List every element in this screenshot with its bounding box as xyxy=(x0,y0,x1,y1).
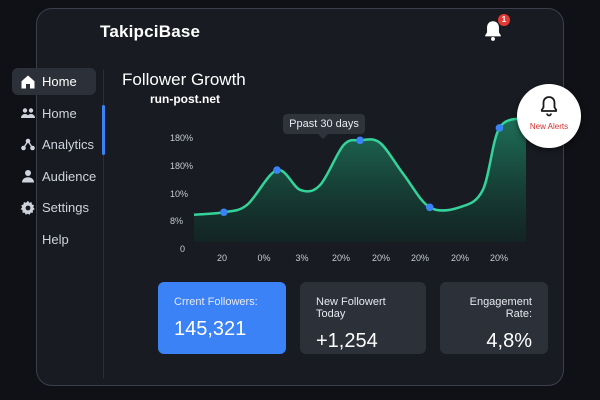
x-tick-label: 20% xyxy=(371,253,390,263)
stat-card-engagement-rate[interactable]: Engagement Rate: 4,8% xyxy=(440,282,548,354)
stat-label: New Followert Today xyxy=(316,296,386,320)
x-tick-label: 3% xyxy=(295,253,309,263)
x-tick-label: 20% xyxy=(331,253,350,263)
chart-data-point[interactable] xyxy=(425,203,434,212)
sidebar-item-audience[interactable]: Audience xyxy=(12,163,96,190)
x-tick-label: 20% xyxy=(450,253,469,263)
watermark-text: run-post.net xyxy=(150,92,220,106)
y-tick-label: 8% xyxy=(170,216,184,226)
chart-tooltip: Ppast 30 days xyxy=(283,114,365,134)
sidebar-nav: Home Home Analytics xyxy=(12,68,96,257)
chart-data-point[interactable] xyxy=(220,208,228,217)
new-alerts-label: New Alerts xyxy=(529,122,569,131)
stat-value: +1,254 xyxy=(316,330,378,352)
stat-value: 4,8% xyxy=(486,330,532,352)
stat-label: Crrent Followers: xyxy=(174,296,258,308)
app-brand: TakipciBase xyxy=(100,22,201,41)
sidebar-divider xyxy=(103,70,104,378)
y-tick-label: 180% xyxy=(170,161,194,171)
users-icon xyxy=(20,105,36,121)
sidebar-item-home[interactable]: Home xyxy=(12,68,96,95)
stat-label: Engagement Rate: xyxy=(469,296,532,320)
notification-count-badge: 1 xyxy=(498,14,510,26)
x-tick-label: 0% xyxy=(257,253,271,263)
analytics-icon xyxy=(20,137,36,153)
scroll-indicator[interactable] xyxy=(102,105,105,155)
stat-card-current-followers[interactable]: Crrent Followers: 145,321 xyxy=(158,282,286,354)
y-tick-label: 180% xyxy=(170,133,194,143)
sidebar-item-home-2[interactable]: Home xyxy=(12,100,96,127)
person-icon xyxy=(20,168,36,184)
sidebar-item-settings[interactable]: Settings xyxy=(12,194,96,221)
sidebar-item-label: Audience xyxy=(42,168,97,184)
notifications-bell-icon[interactable] xyxy=(480,18,506,44)
chart-data-point[interactable] xyxy=(356,136,364,145)
stat-value: 145,321 xyxy=(174,318,247,340)
tooltip-pointer xyxy=(318,134,328,139)
chart-data-point[interactable] xyxy=(495,124,504,132)
stat-card-new-followers[interactable]: New Followert Today +1,254 xyxy=(300,282,426,354)
sidebar-item-label: Help xyxy=(42,231,69,247)
home-icon xyxy=(20,74,36,90)
x-tick-label: 20 xyxy=(216,253,227,263)
sidebar-item-label: Settings xyxy=(42,200,89,215)
page-title: Follower Growth xyxy=(122,70,246,89)
new-alerts-button[interactable]: New Alerts xyxy=(517,84,581,148)
bell-icon xyxy=(537,94,561,118)
y-tick-label: 10% xyxy=(170,189,189,199)
x-tick-label: 20% xyxy=(410,253,429,263)
sidebar-item-label: Analytics xyxy=(42,137,95,152)
gear-icon xyxy=(20,200,36,216)
sidebar-item-analytics[interactable]: Analytics xyxy=(12,131,96,158)
sidebar-item-label: Home xyxy=(42,105,77,121)
chart-data-point[interactable] xyxy=(273,166,281,174)
y-tick-label: 0 xyxy=(180,244,186,254)
x-tick-label: 20% xyxy=(489,253,508,263)
sidebar-item-label: Home xyxy=(42,74,77,89)
sidebar-item-help[interactable]: Help xyxy=(12,226,96,253)
